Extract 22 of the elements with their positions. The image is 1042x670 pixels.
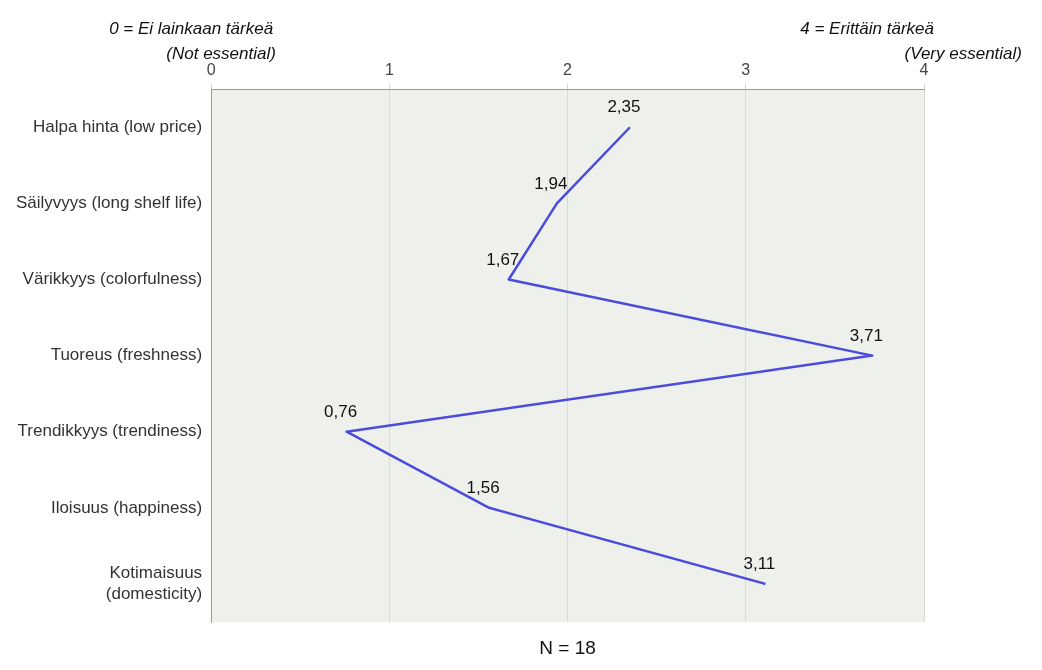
- data-label: 3,11: [743, 554, 776, 574]
- y-tick-label: Kotimaisuus (domesticity): [105, 563, 203, 603]
- data-label: 1,94: [534, 173, 568, 193]
- data-label: 0,76: [324, 401, 358, 421]
- text: 0 = Ei lainkaan tärkeä (Not essential): [109, 19, 276, 64]
- x-tick-label: 2: [563, 61, 573, 79]
- y-tick-label: Iloisuus (happiness): [50, 497, 203, 517]
- data-label: 1,56: [466, 478, 500, 498]
- x-tick-label: 0: [206, 61, 216, 79]
- data-label: 1,67: [486, 249, 520, 269]
- y-tick-label: Halpa hinta (low price): [32, 116, 203, 136]
- x-tick-label: 1: [384, 61, 394, 79]
- y-tick-label: Säilyvyys (long shelf life): [16, 193, 203, 213]
- text: 4 = Erittäin tärkeä (Very essential): [800, 19, 1022, 64]
- x-tick-label: 3: [741, 61, 751, 79]
- text: N = 18: [539, 636, 596, 658]
- data-label: 3,71: [849, 325, 883, 345]
- x-tick-label: 4: [919, 61, 929, 79]
- y-tick-label: Trendikkyys (trendiness): [17, 421, 203, 441]
- y-tick-label: Tuoreus (freshness): [50, 345, 203, 365]
- y-tick-label: Värikkyys (colorfulness): [22, 269, 203, 289]
- data-label: 2,35: [607, 97, 641, 117]
